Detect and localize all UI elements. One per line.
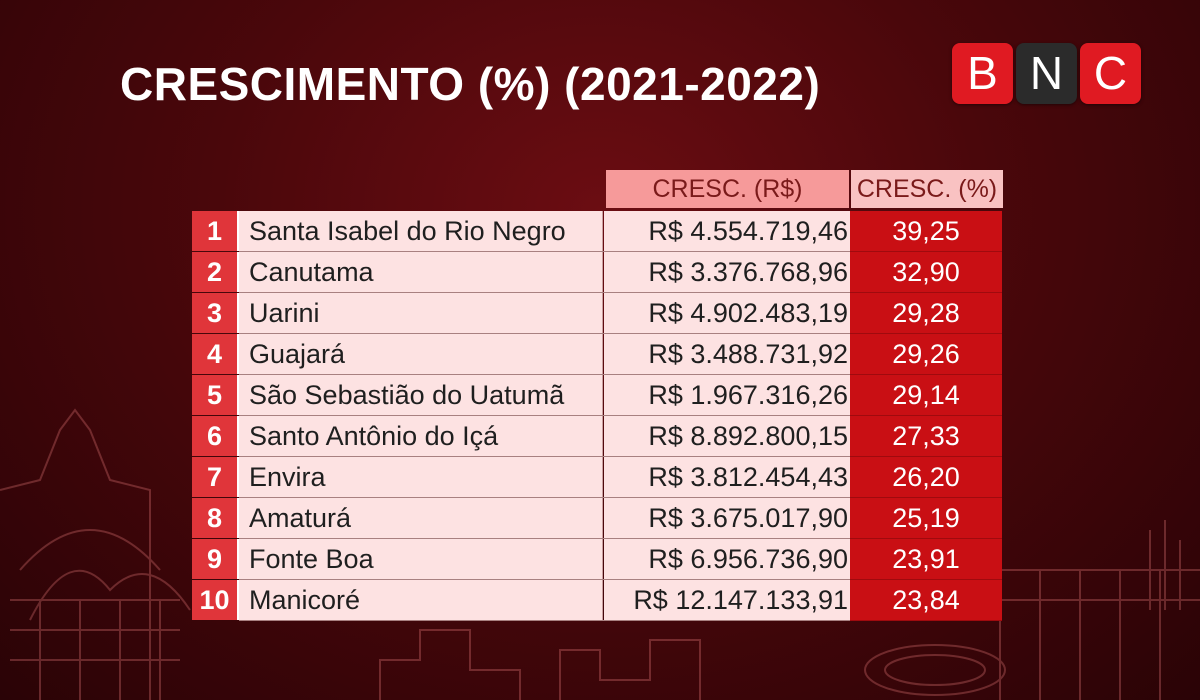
rank-cell: 9 — [192, 539, 239, 579]
cresc-rs-cell: R$ 3.675.017,90 — [604, 498, 850, 538]
municipio-cell: Canutama — [239, 252, 603, 292]
row-divider-pct — [850, 456, 1002, 457]
row-divider — [239, 620, 850, 621]
municipio-cell: Manicoré — [239, 580, 603, 620]
cresc-pct-cell: 29,14 — [850, 375, 1002, 415]
row-divider-pct — [850, 620, 1002, 621]
cresc-pct-cell: 29,28 — [850, 293, 1002, 333]
logo-letter-n: N — [1016, 43, 1077, 104]
cresc-rs-cell: R$ 3.488.731,92 — [604, 334, 850, 374]
row-divider-pct — [850, 497, 1002, 498]
table-row: 9 Fonte Boa R$ 6.956.736,90 23,91 — [192, 539, 1004, 580]
logo-letter-b: B — [952, 43, 1013, 104]
table-row: 2 Canutama R$ 3.376.768,96 32,90 — [192, 252, 1004, 293]
row-divider — [239, 333, 850, 334]
cresc-pct-cell: 29,26 — [850, 334, 1002, 374]
rank-cell: 8 — [192, 498, 239, 538]
rank-cell: 1 — [192, 211, 239, 251]
rank-cell: 5 — [192, 375, 239, 415]
rank-cell: 6 — [192, 416, 239, 456]
row-divider — [239, 374, 850, 375]
rank-cell: 4 — [192, 334, 239, 374]
row-divider — [239, 456, 850, 457]
cresc-rs-cell: R$ 3.812.454,43 — [604, 457, 850, 497]
cresc-rs-cell: R$ 1.967.316,26 — [604, 375, 850, 415]
row-divider-pct — [850, 374, 1002, 375]
municipio-cell: Guajará — [239, 334, 603, 374]
row-divider-pct — [850, 538, 1002, 539]
cresc-pct-cell: 27,33 — [850, 416, 1002, 456]
row-divider — [239, 415, 850, 416]
cresc-pct-cell: 23,91 — [850, 539, 1002, 579]
rank-cell: 7 — [192, 457, 239, 497]
table-row: 10 Manicoré R$ 12.147.133,91 23,84 — [192, 580, 1004, 621]
table-row: 1 Santa Isabel do Rio Negro R$ 4.554.719,4… — [192, 211, 1004, 252]
logo-letter-c: C — [1080, 43, 1141, 104]
table-row: 8 Amaturá R$ 3.675.017,90 25,19 — [192, 498, 1004, 539]
cresc-rs-cell: R$ 8.892.800,15 — [604, 416, 850, 456]
row-divider — [239, 251, 850, 252]
cresc-pct-cell: 32,90 — [850, 252, 1002, 292]
row-divider-pct — [850, 579, 1002, 580]
table-row: 4 Guajará R$ 3.488.731,92 29,26 — [192, 334, 1004, 375]
row-divider-pct — [850, 292, 1002, 293]
table-row: 7 Envira R$ 3.812.454,43 26,20 — [192, 457, 1004, 498]
cresc-rs-cell: R$ 3.376.768,96 — [604, 252, 850, 292]
rank-cell: 10 — [192, 580, 239, 620]
cresc-rs-cell: R$ 4.902.483,19 — [604, 293, 850, 333]
row-divider-pct — [850, 333, 1002, 334]
cresc-pct-cell: 26,20 — [850, 457, 1002, 497]
municipio-cell: Uarini — [239, 293, 603, 333]
cresc-pct-cell: 25,19 — [850, 498, 1002, 538]
cresc-rs-cell: R$ 12.147.133,91 — [604, 580, 850, 620]
municipio-cell: Santo Antônio do Içá — [239, 416, 603, 456]
cresc-rs-cell: R$ 6.956.736,90 — [604, 539, 850, 579]
column-header-cresc-pct: CRESC. (%) — [851, 170, 1003, 208]
table-row: 6 Santo Antônio do Içá R$ 8.892.800,15 27,3… — [192, 416, 1004, 457]
column-header-cresc-rs: CRESC. (R$) — [606, 170, 849, 208]
table-row: 3 Uarini R$ 4.902.483,19 29,28 — [192, 293, 1004, 334]
row-divider-pct — [850, 251, 1002, 252]
row-divider — [239, 579, 850, 580]
rank-cell: 3 — [192, 293, 239, 333]
rank-cell: 2 — [192, 252, 239, 292]
row-divider — [239, 497, 850, 498]
municipio-cell: Envira — [239, 457, 603, 497]
bnc-logo: B N C — [952, 43, 1141, 104]
row-divider — [239, 292, 850, 293]
row-divider — [239, 538, 850, 539]
municipio-cell: Amaturá — [239, 498, 603, 538]
cresc-pct-cell: 39,25 — [850, 211, 1002, 251]
row-divider-pct — [850, 415, 1002, 416]
municipio-cell: Santa Isabel do Rio Negro — [239, 211, 603, 251]
cresc-pct-cell: 23,84 — [850, 580, 1002, 620]
cresc-rs-cell: R$ 4.554.719,46 — [604, 211, 850, 251]
table-row: 5 São Sebastião do Uatumã R$ 1.967.316,26 2… — [192, 375, 1004, 416]
municipio-cell: São Sebastião do Uatumã — [239, 375, 603, 415]
municipio-cell: Fonte Boa — [239, 539, 603, 579]
page-title: CRESCIMENTO (%) (2021-2022) — [120, 58, 821, 110]
